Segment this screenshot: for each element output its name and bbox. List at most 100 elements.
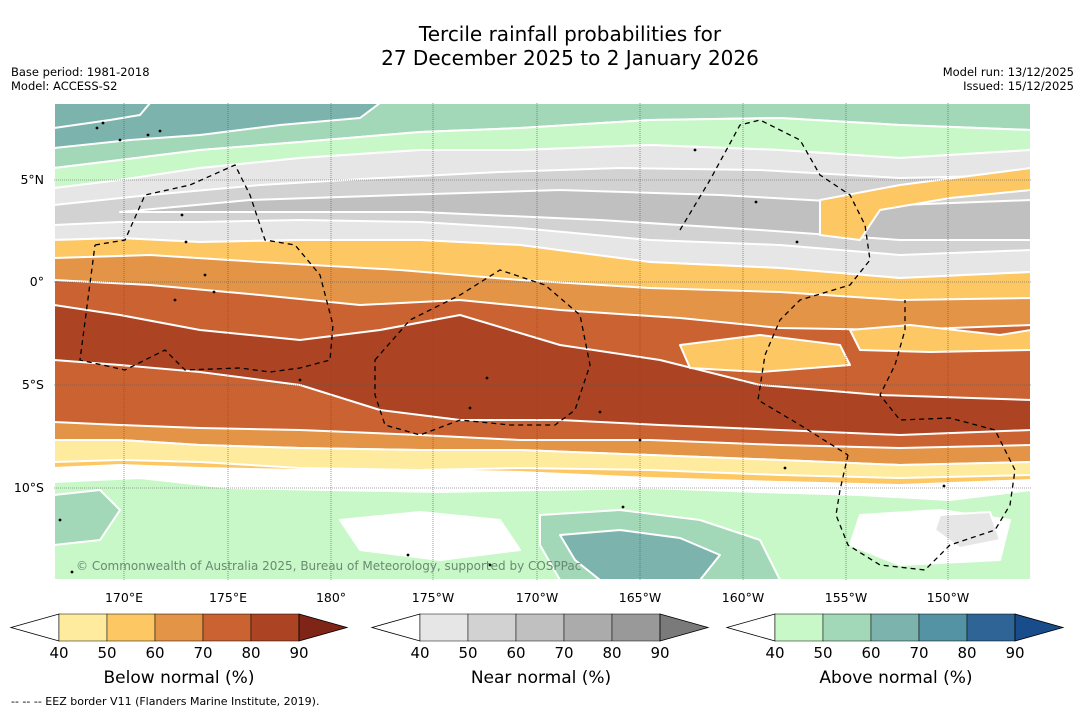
colorbar-segment — [419, 613, 469, 642]
latitude-label: 0° — [30, 274, 44, 289]
colorbar-tick-label: 90 — [289, 644, 308, 662]
colorbar-segment — [918, 613, 968, 642]
above-normal-sw-patch — [54, 489, 121, 546]
island-marker — [95, 126, 99, 130]
colorbar-tick-label: 50 — [97, 644, 116, 662]
colorbar-tick-label: 50 — [813, 644, 832, 662]
near-normal-region-strong — [119, 189, 1031, 241]
colorbar-tick-label: 90 — [1005, 644, 1024, 662]
island-marker — [298, 378, 302, 382]
island-marker — [101, 121, 105, 125]
island-marker — [795, 240, 799, 244]
colorbar-segment — [467, 613, 517, 642]
colorbar-low-extend — [9, 613, 60, 642]
near-normal-label: Near normal (%) — [470, 668, 612, 688]
base-period: Base period: 1981-2018 — [11, 65, 150, 79]
island-marker — [180, 213, 184, 217]
below-normal-colorbar: 40 50 60 70 80 90 — [9, 613, 349, 662]
title-line-1: Tercile rainfall probabilities for — [418, 22, 722, 46]
eez-border — [679, 119, 871, 456]
island-marker — [488, 563, 492, 567]
map-title: Tercile rainfall probabilities for 27 De… — [0, 22, 1085, 70]
island-marker — [70, 570, 74, 574]
island-marker — [212, 290, 216, 294]
colorbar-tick-label: 80 — [602, 644, 621, 662]
colorbar-tick-label: 60 — [506, 644, 525, 662]
map-axes: 5°N 0° 5°S 10°S 170°E 175°E 180° 175°W 170°W 165°… — [14, 172, 969, 605]
colorbar-tick-label: 80 — [241, 644, 260, 662]
colorbar-tick-label: 50 — [458, 644, 477, 662]
colorbar-segment — [515, 613, 565, 642]
colorbar-segment — [58, 613, 108, 642]
below-normal-label: Below normal (%) — [103, 668, 255, 688]
longitude-label: 170°E — [105, 590, 143, 605]
colorbar-tick-label: 40 — [765, 644, 784, 662]
colorbar-tick-label: 70 — [909, 644, 928, 662]
colorbar-low-extend — [370, 613, 421, 642]
colorbar-tick-label: 40 — [410, 644, 429, 662]
colorbar-tick-label: 40 — [49, 644, 68, 662]
above-normal-colorbar: 40 50 60 70 80 90 — [725, 613, 1065, 662]
colorbars: 40 50 60 70 80 90 40 50 60 70 80 90 40 50 60 70 80 90 — [9, 613, 1065, 662]
colorbar-high-extend — [659, 613, 710, 642]
longitude-label: 160°W — [722, 590, 764, 605]
meta-left: Base period: 1981-2018 Model: ACCESS-S2 — [11, 65, 150, 93]
island-marker — [638, 438, 642, 442]
colorbar-segment — [611, 613, 661, 642]
latitude-label: 10°S — [14, 480, 44, 495]
longitude-label: 165°W — [619, 590, 661, 605]
colorbar-tick-label: 70 — [193, 644, 212, 662]
colorbar-segment — [250, 613, 300, 642]
colorbar-tick-label: 90 — [650, 644, 669, 662]
island-marker — [598, 410, 602, 414]
latitude-label: 5°S — [22, 377, 44, 392]
issued-date: Issued: 15/12/2025 — [963, 79, 1074, 93]
eez-border — [374, 269, 591, 436]
island-marker — [693, 148, 697, 152]
colorbar-segment — [563, 613, 613, 642]
island-marker — [485, 376, 489, 380]
longitude-label: 155°W — [825, 590, 867, 605]
island-marker — [203, 273, 207, 277]
longitude-label: 150°W — [927, 590, 969, 605]
colorbar-segment — [774, 613, 824, 642]
below-normal-pocket-2 — [849, 324, 1031, 353]
colorbar-tick-label: 60 — [145, 644, 164, 662]
colorbar-tick-label: 80 — [957, 644, 976, 662]
island-marker — [468, 406, 472, 410]
longitude-label: 170°W — [516, 590, 558, 605]
below-normal-region-80 — [54, 304, 1031, 436]
meta-right: Model run: 13/12/2025 Issued: 15/12/2025 — [943, 65, 1074, 93]
near-normal-south-patch — [934, 511, 1001, 549]
above-normal-north-region-core — [54, 103, 151, 129]
island-marker — [783, 466, 787, 470]
colorbar-segment — [870, 613, 920, 642]
title-line-2: 27 December 2025 to 2 January 2026 — [381, 46, 759, 70]
no-signal-patch-1 — [339, 511, 521, 561]
near-normal-colorbar: 40 50 60 70 80 90 — [370, 613, 710, 662]
eez-border — [79, 164, 334, 373]
island-marker — [118, 138, 122, 142]
latitude-label: 5°N — [20, 172, 44, 187]
island-marker — [184, 240, 188, 244]
colorbar-tick-label: 60 — [861, 644, 880, 662]
model-name: Model: ACCESS-S2 — [11, 79, 118, 93]
island-marker — [58, 518, 62, 522]
colorbar-tick-label: 70 — [554, 644, 573, 662]
below-normal-south-light — [54, 439, 1031, 479]
longitude-label: 180° — [316, 590, 346, 605]
island-marker — [406, 553, 410, 557]
colorbar-segment — [154, 613, 204, 642]
map-layers: © Commonwealth of Australia 2025, Bureau… — [54, 103, 1031, 580]
island-marker — [621, 505, 625, 509]
longitude-label: 175°W — [412, 590, 454, 605]
island-marker — [942, 484, 946, 488]
colorbar-low-extend — [725, 613, 776, 642]
colorbar-segment — [202, 613, 252, 642]
island-marker — [158, 129, 162, 133]
colorbar-segment — [106, 613, 156, 642]
longitude-label: 175°E — [209, 590, 247, 605]
colorbar-segment — [966, 613, 1016, 642]
colorbar-segment — [822, 613, 872, 642]
